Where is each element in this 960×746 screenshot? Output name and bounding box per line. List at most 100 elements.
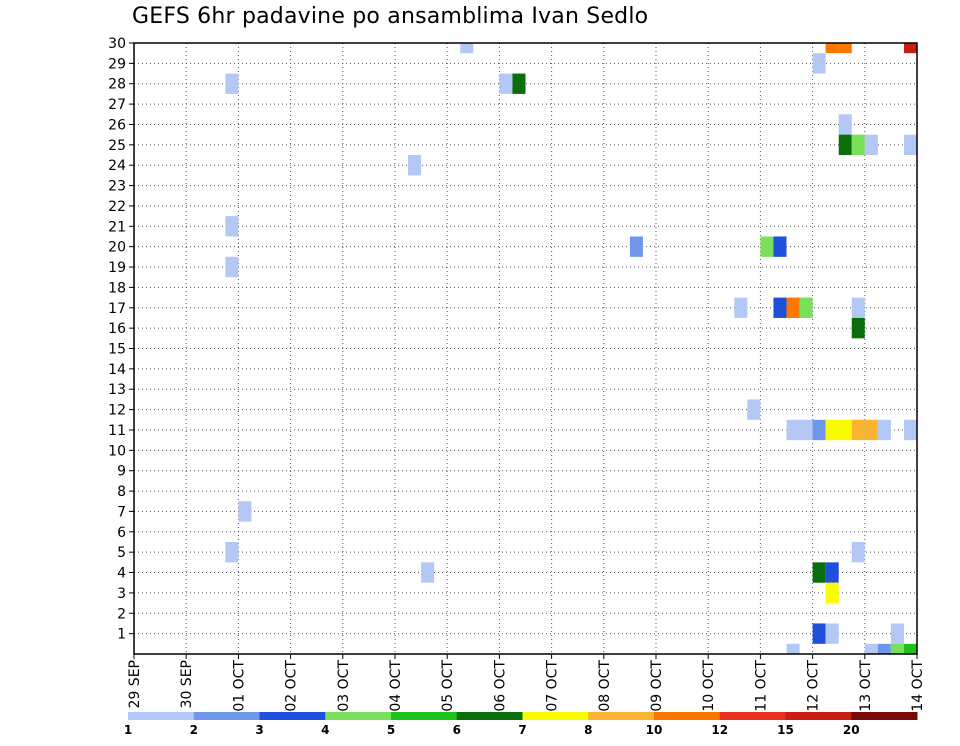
colorbar-segment xyxy=(588,712,655,720)
y-tick-label: 29 xyxy=(108,56,126,72)
y-tick-label: 25 xyxy=(108,138,126,154)
x-tick-label: 01 OCT xyxy=(231,660,247,712)
x-tick-label: 06 OCT xyxy=(492,660,508,712)
heatmap-cell xyxy=(225,73,239,94)
heatmap-cell xyxy=(773,236,787,257)
heatmap-cell xyxy=(812,53,826,74)
heatmap-cell xyxy=(799,297,813,318)
heatmap-cell xyxy=(747,399,761,420)
x-tick-label: 11 OCT xyxy=(753,660,769,712)
y-tick-label: 18 xyxy=(108,280,126,296)
y-tick-label: 26 xyxy=(108,117,126,133)
heatmap-cell xyxy=(812,562,826,583)
heatmap-cell xyxy=(773,297,787,318)
colorbar-label: 5 xyxy=(387,723,395,737)
heatmap-cell xyxy=(825,562,839,583)
colorbar-segment xyxy=(128,712,195,720)
heatmap-cell xyxy=(877,643,891,654)
y-tick-label: 16 xyxy=(108,321,126,337)
colorbar-segment xyxy=(456,712,523,720)
x-tick-label: 05 OCT xyxy=(440,660,456,712)
x-tick-label: 13 OCT xyxy=(858,660,874,712)
heatmap-cell xyxy=(890,623,904,644)
heatmap-cell xyxy=(890,643,904,654)
y-tick-label: 6 xyxy=(117,525,126,541)
x-tick-label: 10 OCT xyxy=(701,660,717,712)
y-tick-label: 5 xyxy=(117,545,126,561)
colorbar-segment xyxy=(325,712,392,720)
x-tick-label: 03 OCT xyxy=(336,660,352,712)
y-tick-label: 9 xyxy=(117,464,126,480)
x-tick-label: 04 OCT xyxy=(388,660,404,712)
heatmap-cell xyxy=(734,297,748,318)
heatmap-cell xyxy=(838,114,852,135)
heatmap-cell xyxy=(825,43,839,54)
heatmap-cell xyxy=(825,419,839,441)
colorbar-segment xyxy=(391,712,458,720)
colorbar-label: 6 xyxy=(453,723,461,737)
colorbar-label: 4 xyxy=(321,723,329,737)
y-tick-label: 14 xyxy=(108,362,126,378)
colorbar-segment xyxy=(785,712,852,720)
y-tick-label: 24 xyxy=(108,158,126,174)
heatmap-cell xyxy=(421,562,435,583)
y-tick-label: 22 xyxy=(108,199,126,215)
heatmap-cell xyxy=(851,541,865,563)
y-tick-label: 11 xyxy=(108,423,126,439)
colorbar-label: 15 xyxy=(777,723,794,737)
y-tick-label: 23 xyxy=(108,179,126,195)
heatmap-cell xyxy=(408,155,422,176)
colorbar-label: 20 xyxy=(843,723,860,737)
colorbar-segment xyxy=(259,712,326,720)
x-tick-label: 02 OCT xyxy=(284,660,300,712)
colorbar-label: 1 xyxy=(124,723,132,737)
y-tick-label: 3 xyxy=(117,586,126,602)
y-tick-label: 8 xyxy=(117,484,126,500)
heatmap-cell xyxy=(786,419,800,441)
heatmap-cell xyxy=(903,419,917,441)
heatmap-cell xyxy=(851,134,865,156)
heatmap-cell xyxy=(786,643,800,654)
plot-frame xyxy=(133,42,918,655)
heatmap-cell xyxy=(864,419,878,441)
x-tick-label: 08 OCT xyxy=(597,660,613,712)
heatmap-cell xyxy=(786,297,800,318)
colorbar-segment xyxy=(851,712,918,720)
heatmap-cell xyxy=(499,73,513,94)
y-tick-label: 1 xyxy=(117,627,126,643)
y-tick-label: 4 xyxy=(117,566,126,582)
colorbar-label: 2 xyxy=(190,723,198,737)
heatmap-cell xyxy=(864,134,878,156)
colorbar-segment xyxy=(654,712,721,720)
y-tick-label: 10 xyxy=(108,443,126,459)
heatmap-cell xyxy=(864,643,878,654)
colorbar-label: 12 xyxy=(711,723,728,737)
heatmap-cell xyxy=(225,216,239,237)
y-tick-label: 19 xyxy=(108,260,126,276)
y-tick-label: 13 xyxy=(108,382,126,398)
y-tick-label: 15 xyxy=(108,342,126,358)
colorbar-label: 10 xyxy=(646,723,663,737)
y-tick-label: 30 xyxy=(108,36,126,52)
heatmap-cell xyxy=(877,419,891,441)
heatmap-cell xyxy=(225,541,239,563)
heatmap-cell xyxy=(851,297,865,318)
y-tick-label: 21 xyxy=(108,219,126,235)
heatmap-cell xyxy=(629,236,643,257)
y-tick-label: 7 xyxy=(117,504,126,520)
x-tick-label: 29 SEP xyxy=(127,660,143,708)
x-tick-label: 14 OCT xyxy=(910,660,926,712)
heatmap-cell xyxy=(799,419,813,441)
colorbar-segment xyxy=(193,712,260,720)
heatmap-cell xyxy=(238,501,252,522)
heatmap-cell xyxy=(825,582,839,604)
y-tick-label: 2 xyxy=(117,606,126,622)
x-tick-label: 07 OCT xyxy=(545,660,561,712)
y-tick-label: 20 xyxy=(108,240,126,256)
x-tick-label: 30 SEP xyxy=(179,660,195,708)
heatmap-cell xyxy=(825,623,839,644)
heatmap-cell xyxy=(812,623,826,644)
y-tick-label: 17 xyxy=(108,301,126,317)
